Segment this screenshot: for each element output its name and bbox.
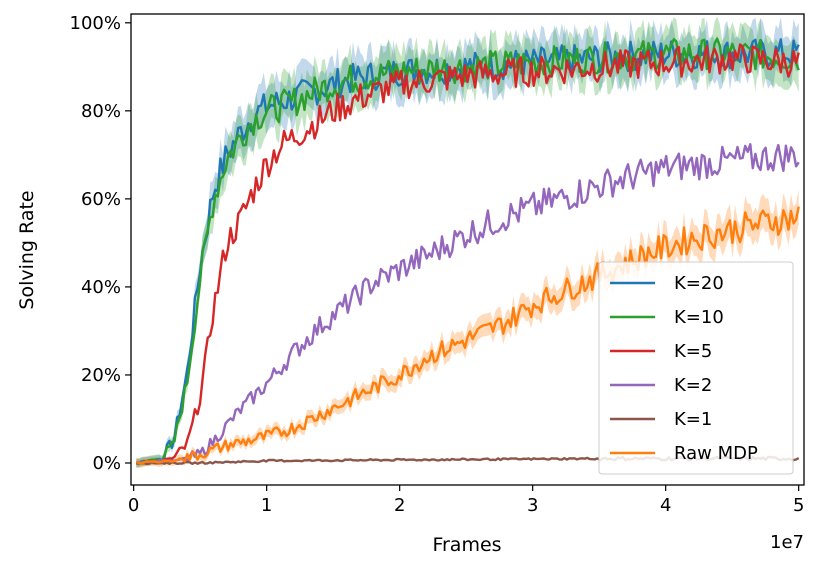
legend-label-k-2: K=2 (674, 375, 712, 396)
legend-label-k-10: K=10 (674, 307, 724, 328)
x-tick-label: 3 (527, 495, 538, 516)
x-tick-label: 2 (394, 495, 405, 516)
x-axis-ticks: 0 1 2 3 4 5 (128, 485, 804, 516)
y-tick-label: 80% (81, 101, 121, 122)
series-line-k-2 (136, 142, 800, 465)
legend-label-k-5: K=5 (674, 341, 712, 362)
x-tick-label: 5 (793, 495, 804, 516)
legend-label-k-1: K=1 (674, 409, 712, 430)
y-axis-label: Solving Rate (16, 190, 38, 309)
y-axis-ticks: 0% 20% 40% 60% 80% 100% (70, 13, 131, 474)
x-tick-label: 4 (660, 495, 671, 516)
x-axis-label: Frames (432, 534, 501, 556)
x-axis-offset-label: 1e7 (770, 532, 804, 553)
x-tick-label: 0 (128, 495, 139, 516)
plot-frame (130, 13, 805, 486)
series-line-raw-mdp (136, 206, 800, 465)
y-tick-label: 20% (81, 365, 121, 386)
legend-label-raw-mdp: Raw MDP (674, 443, 758, 464)
y-tick-label: 100% (70, 13, 121, 34)
y-tick-label: 40% (81, 277, 121, 298)
y-tick-label: 60% (81, 189, 121, 210)
legend-label-k-20: K=20 (674, 273, 724, 294)
y-tick-label: 0% (92, 453, 121, 474)
x-tick-label: 1 (261, 495, 272, 516)
legend: K=20 K=10 K=5 K=2 K=1 Raw MDP (598, 261, 794, 475)
legend-box (598, 261, 794, 475)
series-line-k-10 (136, 37, 800, 465)
series-line-k-5 (136, 43, 800, 465)
